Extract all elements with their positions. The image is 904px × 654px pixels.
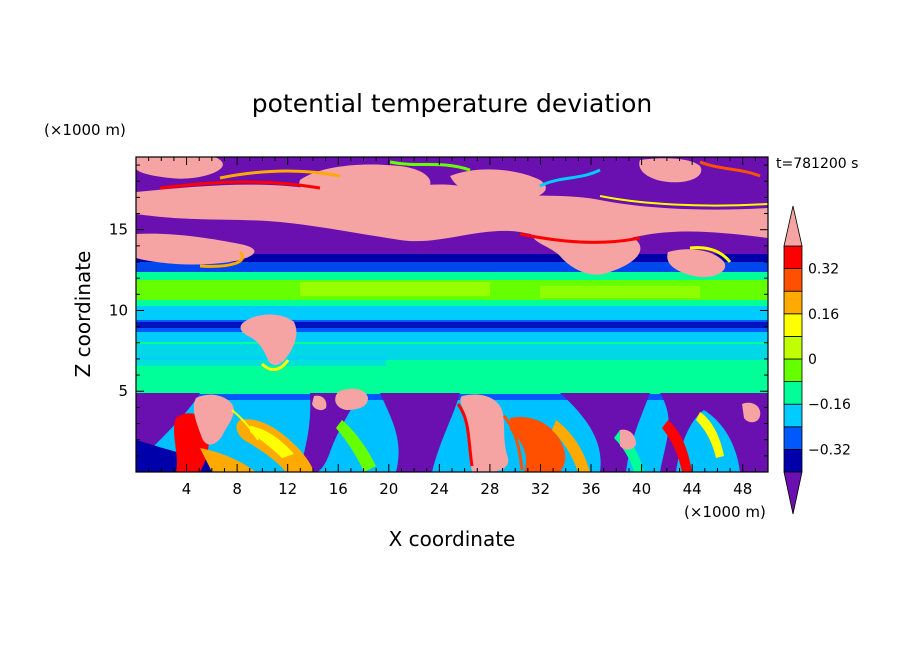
x-tick-label: 8 <box>232 480 242 498</box>
colorbar-segment <box>783 381 803 405</box>
colorbar-tick-label: 0.16 <box>808 307 839 323</box>
x-axis: 4 8 12 16 20 24 28 32 36 40 44 48 <box>148 157 756 498</box>
y-axis: 5 10 15 <box>109 164 768 457</box>
x-tick-label: 40 <box>632 480 651 498</box>
colorbar-segment <box>783 426 803 450</box>
x-axis-label: X coordinate <box>389 527 516 551</box>
colorbar-tick-label: −0.32 <box>808 442 851 458</box>
y-tick-label: 10 <box>109 301 128 319</box>
colorbar-segment <box>783 335 803 360</box>
colorbar-segment <box>783 448 803 473</box>
x-axis-unit: (×1000 m) <box>684 503 766 521</box>
x-tick-label: 44 <box>683 480 702 498</box>
colorbar-segment <box>783 268 803 292</box>
colorbar-over-triangle <box>783 205 803 247</box>
x-tick-label: 20 <box>379 480 398 498</box>
y-tick-label: 5 <box>118 382 128 400</box>
colorbar-tick-label: −0.16 <box>808 397 851 413</box>
colorbar-segment <box>783 245 803 270</box>
y-tick-label: 15 <box>109 221 128 239</box>
colorbar-segment <box>783 358 803 383</box>
y-axis-label: Z coordinate <box>71 251 95 378</box>
chart-title: potential temperature deviation <box>252 89 652 118</box>
colorbar-tick-label: 0.32 <box>808 262 839 278</box>
x-tick-label: 28 <box>480 480 499 498</box>
colorbar-tick-label: 0 <box>808 352 817 368</box>
y-axis-unit: (×1000 m) <box>44 121 126 139</box>
x-tick-label: 36 <box>581 480 600 498</box>
time-label: t=781200 s <box>776 156 858 172</box>
x-tick-label: 4 <box>182 480 192 498</box>
colorbar-segment <box>783 290 803 315</box>
colorbar-segment <box>783 403 803 428</box>
colorbar: −0.32 −0.16 0 0.16 0.32 <box>783 205 851 515</box>
x-tick-label: 48 <box>733 480 752 498</box>
x-tick-label: 32 <box>531 480 550 498</box>
plot-field <box>136 157 768 472</box>
x-tick-label: 24 <box>430 480 449 498</box>
x-tick-label: 12 <box>278 480 297 498</box>
colorbar-segment <box>783 313 803 337</box>
x-tick-label: 16 <box>329 480 348 498</box>
colorbar-under-triangle <box>783 471 803 515</box>
